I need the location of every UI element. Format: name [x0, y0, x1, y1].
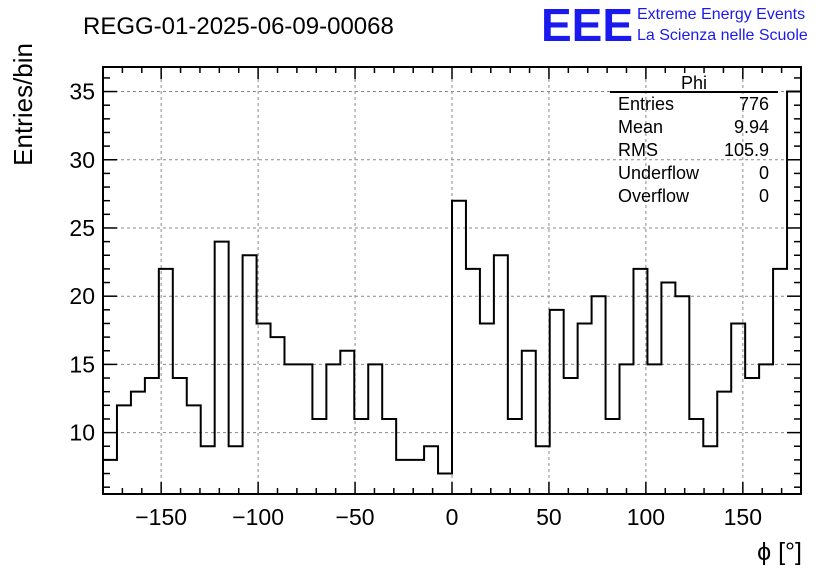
x-tick-label: 150 — [724, 504, 762, 530]
y-tick-label: 10 — [69, 420, 95, 446]
y-tick-label: 30 — [69, 147, 95, 173]
y-axis-label: Entries/bin — [8, 43, 38, 166]
stats-row-label: Overflow — [618, 186, 690, 206]
stats-rows: Entries 776 Mean 9.94 RMS 105.9 Underflow 0 Over… — [618, 94, 769, 206]
x-tick-label: −100 — [232, 504, 284, 530]
stats-title: Phi — [681, 73, 707, 93]
x-tick-label: −50 — [336, 504, 375, 530]
stats-row-label: Entries — [618, 94, 674, 114]
stats-row-value: 9.94 — [734, 117, 769, 137]
x-axis-ticks: −150 −100 −50 0 50 100 150 — [102, 67, 802, 530]
stats-row-value: 0 — [759, 163, 769, 183]
x-tick-label: −150 — [135, 504, 187, 530]
y-tick-label: 25 — [69, 215, 95, 241]
x-tick-label: 0 — [446, 504, 459, 530]
histogram-outline — [103, 90, 801, 475]
x-tick-label: 100 — [627, 504, 665, 530]
stats-row-label: Mean — [618, 117, 663, 137]
stats-row-value: 0 — [759, 186, 769, 206]
x-axis-label: ϕ [°] — [757, 538, 802, 566]
y-tick-label: 15 — [69, 351, 95, 377]
x-tick-label: 50 — [536, 504, 562, 530]
logo-line-2: La Scienza nelle Scuole — [637, 27, 808, 44]
stats-row-value: 105.9 — [724, 140, 769, 160]
stats-row-label: RMS — [618, 140, 658, 160]
eee-logo-mark: EEE — [541, 0, 633, 51]
logo-line-1: Extreme Energy Events — [637, 6, 805, 23]
stats-row-value: 776 — [739, 94, 769, 114]
y-tick-label: 20 — [69, 283, 95, 309]
stats-row-label: Underflow — [618, 163, 700, 183]
eee-logo: EEE Extreme Energy Events La Scienza nel… — [541, 0, 808, 51]
y-tick-label: 35 — [69, 79, 95, 105]
stats-box: Phi Entries 776 Mean 9.94 RMS 105.9 Underflow 0… — [610, 73, 778, 206]
y-axis-ticks: 10 15 20 25 30 35 — [69, 77, 801, 488]
chart-title: REGG-01-2025-06-09-00068 — [83, 13, 394, 40]
